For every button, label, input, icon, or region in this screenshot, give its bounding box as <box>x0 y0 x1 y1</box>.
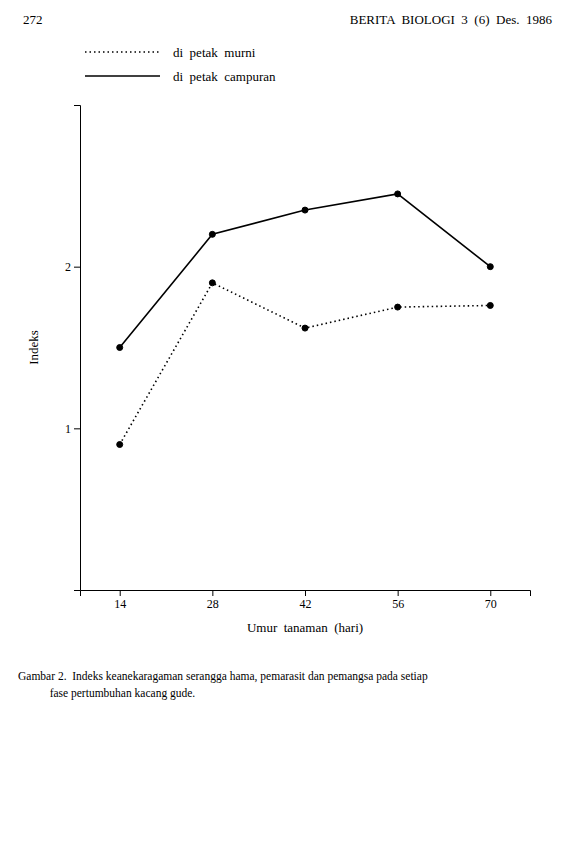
series-line <box>120 283 491 445</box>
tick-label: 56 <box>392 597 404 611</box>
tick: 28 <box>207 590 219 611</box>
tick-label: 42 <box>300 597 312 611</box>
tick-label: 28 <box>207 597 219 611</box>
tick: 70 <box>485 590 497 611</box>
legend-swatch <box>85 51 160 53</box>
tick: 56 <box>392 590 404 611</box>
tick: 1 <box>65 422 80 436</box>
tick-label: 2 <box>65 260 71 274</box>
tick: 14 <box>114 590 126 611</box>
y-axis-title: Indeks <box>26 330 41 365</box>
tick: 2 <box>65 260 80 274</box>
tick-mark <box>120 590 121 596</box>
tick-mark <box>74 267 80 268</box>
point <box>302 325 308 331</box>
tick-mark <box>74 428 80 429</box>
header-right: BERITA BIOLOGI 3 (6) Des. 1986 <box>350 12 553 27</box>
tick-mark <box>212 590 213 596</box>
marks <box>117 191 494 448</box>
legend: di petak murni di petak campuran <box>85 45 276 84</box>
point <box>487 302 493 308</box>
point <box>395 304 401 310</box>
tick-label: 70 <box>485 597 497 611</box>
tick-mark <box>305 590 306 596</box>
point <box>117 345 123 351</box>
legend-label: di petak campuran <box>173 69 276 84</box>
axis-line <box>74 106 81 591</box>
header-left: 272 <box>23 12 43 27</box>
y-axis: 12 <box>65 106 81 591</box>
point <box>209 231 215 237</box>
point <box>117 442 123 448</box>
x-axis-title: Umur tanaman (hari) <box>247 620 363 635</box>
axis-line <box>81 591 531 597</box>
point <box>395 191 401 197</box>
point <box>209 280 215 286</box>
plot: 142842567012 <box>65 106 531 611</box>
point <box>302 207 308 213</box>
tick: 42 <box>300 590 312 611</box>
tick-label: 1 <box>65 422 71 436</box>
tick-mark <box>490 590 491 596</box>
caption-line: fase pertumbuhan kacang gude. <box>18 687 195 700</box>
caption: Gambar 2. Indeks keanekaragaman serangga… <box>18 670 428 700</box>
tick-label: 14 <box>114 597 126 611</box>
series-line <box>120 194 491 348</box>
tick-mark <box>398 590 399 596</box>
legend-label: di petak murni <box>173 45 256 60</box>
legend-swatch <box>85 75 160 77</box>
point <box>487 264 493 270</box>
chart: 272 BERITA BIOLOGI 3 (6) Des. 1986 Gambar … <box>0 0 575 850</box>
x-axis: 14 28 42 56 70 <box>81 590 531 611</box>
caption-line: Gambar 2. Indeks keanekaragaman serangga… <box>18 670 428 683</box>
